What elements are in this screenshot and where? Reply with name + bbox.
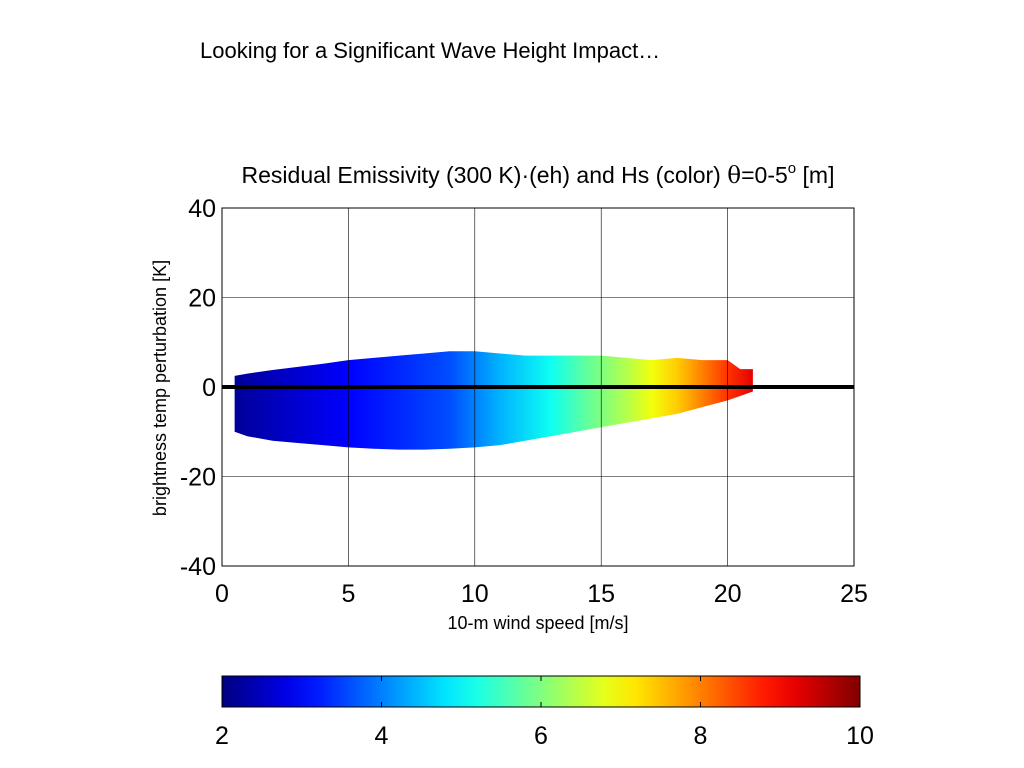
chart-title-prefix: Residual Emissivity (300 K)	[242, 162, 522, 188]
colorbar-tick-label: 2	[215, 722, 229, 750]
x-axis-label: 10-m wind speed [m/s]	[447, 613, 628, 633]
colorbar-tick-label: 6	[534, 722, 548, 750]
colorbar-tick-label: 8	[694, 722, 708, 750]
x-tick-label: 10	[461, 580, 489, 608]
y-tick-label: -20	[180, 464, 216, 492]
y-tick-label: 40	[188, 195, 216, 223]
colorbar-tick-label: 4	[375, 722, 389, 750]
plot-frame	[221, 207, 855, 567]
x-tick-label: 5	[341, 580, 355, 608]
x-tick-label: 25	[840, 580, 868, 608]
plot-area: 0 5 10 15 20 25 40 20 0 -20 -40	[180, 195, 868, 608]
chart-title-range: =0-5	[741, 162, 788, 188]
colorbar-tick-label: 10	[846, 722, 874, 750]
chart-title-theta: θ	[727, 163, 741, 189]
x-tick-label: 0	[215, 580, 229, 608]
colorbar: 2 4 6 8 10	[215, 675, 874, 750]
y-tick-label: 0	[202, 374, 216, 402]
y-tick-label: 20	[188, 285, 216, 313]
chart-title-unit: [m]	[796, 162, 834, 188]
x-tick-label: 20	[714, 580, 742, 608]
hs-envelope	[234, 351, 753, 450]
chart-title-dot: ·	[521, 162, 529, 188]
slide-heading: Looking for a Significant Wave Height Im…	[200, 38, 661, 63]
colorbar-ticks: 2 4 6 8 10	[215, 676, 874, 750]
y-ticks: 40 20 0 -20 -40	[180, 195, 216, 581]
chart-title: Residual Emissivity (300 K)·(eh) and Hs …	[242, 160, 835, 189]
x-tick-label: 15	[587, 580, 615, 608]
y-tick-label: -40	[180, 553, 216, 581]
x-ticks: 0 5 10 15 20 25	[215, 580, 868, 608]
y-axis-label: brightness temp perturbation [K]	[150, 260, 170, 516]
chart-title-mid: (eh) and Hs (color)	[529, 162, 727, 188]
chart-title-degree: o	[788, 160, 796, 177]
